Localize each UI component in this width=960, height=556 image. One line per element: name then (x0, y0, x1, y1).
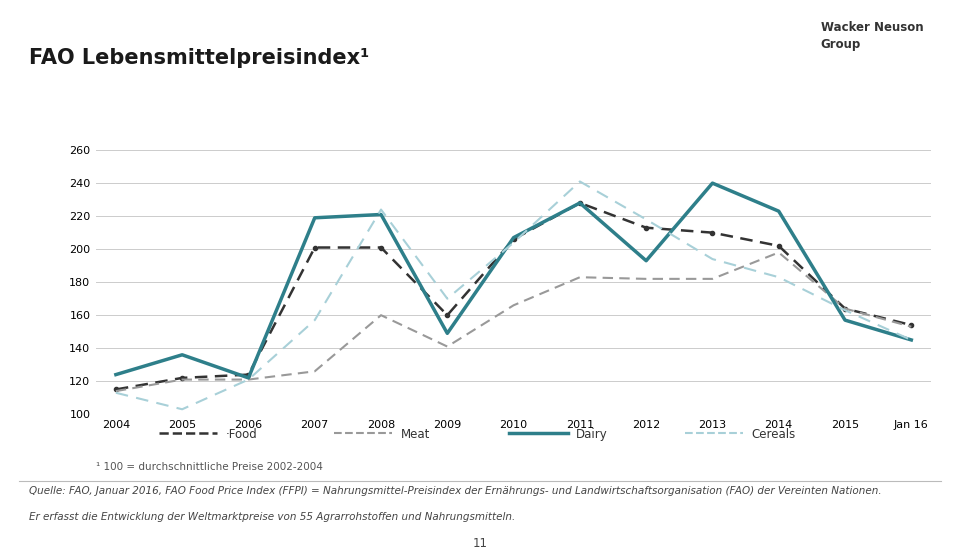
Text: 11: 11 (472, 538, 488, 550)
Text: FAO Lebensmittelpreisindex¹: FAO Lebensmittelpreisindex¹ (29, 48, 369, 68)
Text: Quelle: FAO, Januar 2016, FAO Food Price Index (FFPI) = Nahrungsmittel-Preisinde: Quelle: FAO, Januar 2016, FAO Food Price… (29, 486, 881, 497)
Text: Cereals: Cereals (752, 428, 796, 441)
Text: Dairy: Dairy (576, 428, 608, 441)
Text: Meat: Meat (401, 428, 430, 441)
Text: ¹ 100 = durchschnittliche Preise 2002-2004: ¹ 100 = durchschnittliche Preise 2002-20… (96, 462, 323, 472)
Text: Wacker Neuson
Group: Wacker Neuson Group (821, 21, 924, 51)
Text: Er erfasst die Entwicklung der Weltmarktpreise von 55 Agrarrohstoffen und Nahrun: Er erfasst die Entwicklung der Weltmarkt… (29, 512, 516, 522)
Text: Verfall der Lebensmittelpreise setzt sich fort: Verfall der Lebensmittelpreise setzt sic… (315, 122, 655, 137)
Text: ·Food: ·Food (226, 428, 257, 441)
